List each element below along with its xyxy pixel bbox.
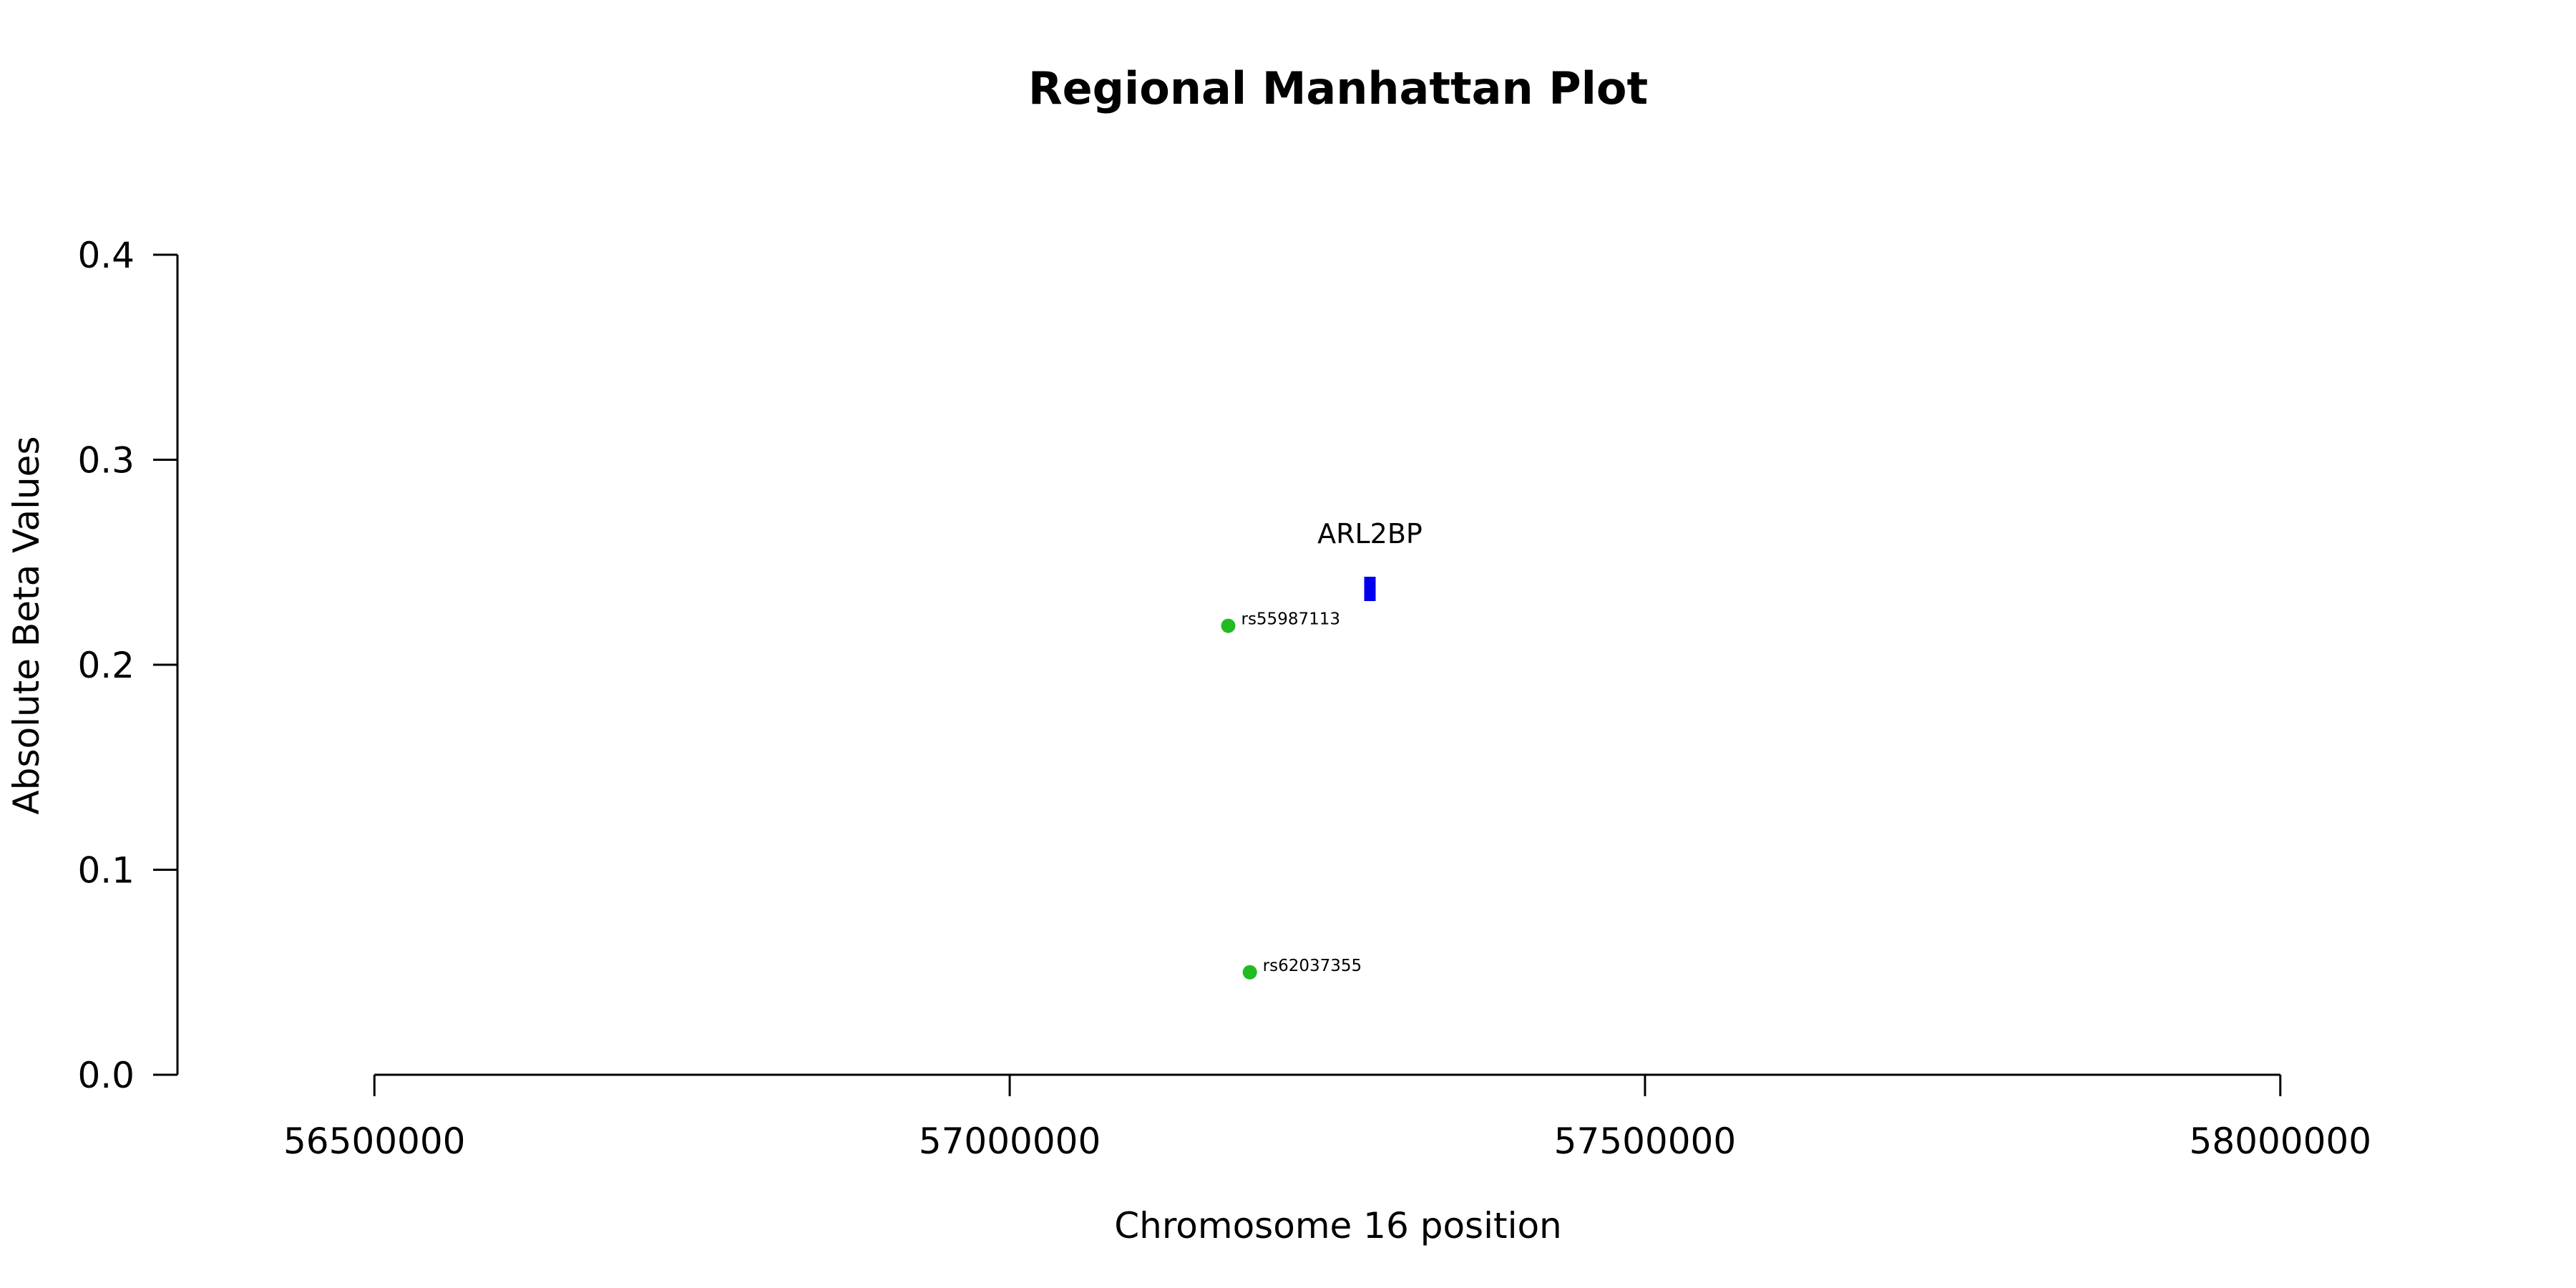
y-tick-label: 0.1 bbox=[77, 850, 135, 892]
y-tick-label: 0.2 bbox=[77, 645, 135, 686]
x-axis-label: Chromosome 16 position bbox=[1114, 1205, 1562, 1246]
x-tick-label: 56500000 bbox=[283, 1121, 466, 1162]
x-tick-label: 58000000 bbox=[2190, 1121, 2372, 1162]
snp-point bbox=[1221, 618, 1236, 633]
chart-title: Regional Manhattan Plot bbox=[1028, 62, 1648, 114]
snp-label: rs55987113 bbox=[1241, 610, 1340, 629]
y-axis: 0.0 0.1 0.2 0.3 0.4 bbox=[77, 235, 179, 1096]
y-tick-label: 0.3 bbox=[77, 440, 135, 482]
x-tick-label: 57500000 bbox=[1554, 1121, 1737, 1162]
snp-points: rs55987113 rs62037355 bbox=[1221, 610, 1362, 980]
gene-block bbox=[1364, 576, 1376, 601]
snp-label: rs62037355 bbox=[1263, 957, 1362, 975]
y-axis-label: Absolute Beta Values bbox=[6, 436, 47, 815]
gene-track: ARL2BP bbox=[1317, 518, 1423, 601]
y-tick-label: 0.4 bbox=[77, 235, 135, 276]
x-tick-label: 57000000 bbox=[919, 1121, 1101, 1162]
x-axis: 56500000 57000000 57500000 58000000 bbox=[283, 1073, 2372, 1162]
gene-label: ARL2BP bbox=[1317, 518, 1423, 550]
snp-point bbox=[1242, 965, 1257, 980]
y-tick-label: 0.0 bbox=[77, 1055, 135, 1096]
